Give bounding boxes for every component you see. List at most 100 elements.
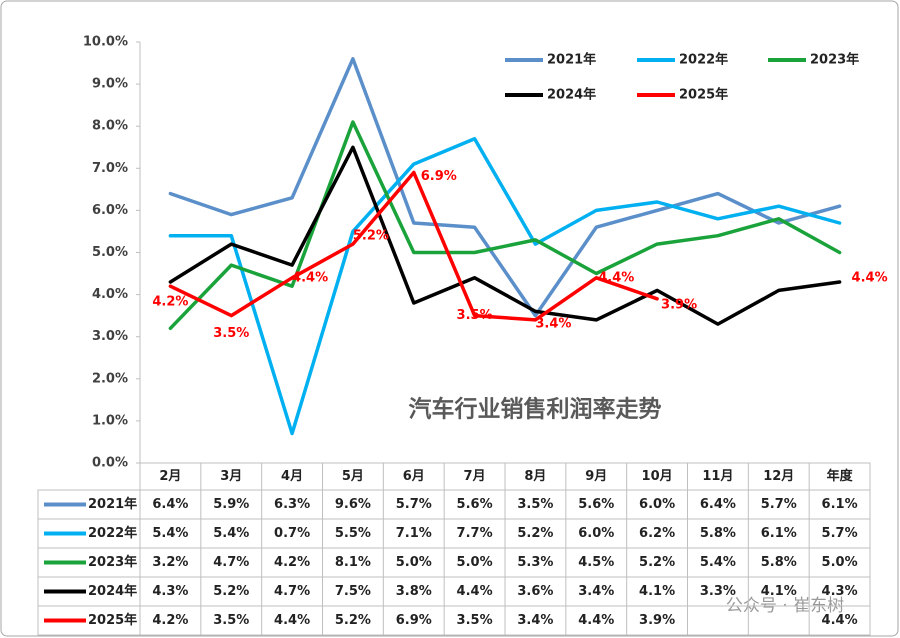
- legend-label: 2023年: [810, 52, 859, 68]
- table-cell: 6.9%: [396, 613, 432, 628]
- legend-label: 2021年: [547, 52, 596, 68]
- x-tick-label: 11月: [702, 469, 733, 484]
- series-line: [168, 145, 842, 326]
- data-label: 5.2%: [353, 229, 389, 244]
- x-tick-label: 9月: [585, 469, 607, 484]
- table-cell: 8.1%: [335, 555, 371, 570]
- table-cell: 0.7%: [274, 526, 310, 541]
- data-label: 4.4%: [292, 270, 328, 285]
- table-cell: 5.7%: [761, 497, 797, 512]
- table-cell: 5.7%: [396, 497, 432, 512]
- y-tick-label: 3.0%: [92, 329, 128, 344]
- data-label: 4.2%: [152, 295, 188, 310]
- table-cell: 6.1%: [822, 497, 858, 512]
- chart-title: 汽车行业销售利润率走势: [409, 396, 662, 423]
- x-tick-label: 7月: [464, 469, 486, 484]
- table-cell: 3.5%: [457, 613, 493, 628]
- x-tick-label: 3月: [220, 469, 242, 484]
- table-cell: 3.9%: [639, 613, 675, 628]
- x-tick-label: 5月: [342, 469, 364, 484]
- table-cell: 6.0%: [578, 526, 614, 541]
- legend-label: 2022年: [679, 52, 728, 68]
- x-tick-label: 12月: [763, 469, 794, 484]
- series-line: [168, 120, 842, 331]
- table-cell: 3.5%: [517, 497, 553, 512]
- y-tick-label: 8.0%: [92, 119, 128, 134]
- y-tick-label: 9.0%: [92, 77, 128, 92]
- table-cell: 6.1%: [761, 526, 797, 541]
- table-cell: 5.3%: [517, 555, 553, 570]
- table-cell: 7.1%: [396, 526, 432, 541]
- series-line: [168, 57, 842, 318]
- y-tick-label: 4.0%: [92, 287, 128, 302]
- data-label: 4.4%: [598, 270, 634, 285]
- data-label: 3.4%: [535, 316, 571, 331]
- row-label: 2021年: [88, 496, 137, 512]
- x-tick-label: 10月: [642, 469, 673, 484]
- x-tick-label: 年度: [827, 468, 854, 484]
- table-cell: 4.2%: [274, 555, 310, 570]
- table-cell: 6.2%: [639, 526, 675, 541]
- x-tick-label: 2月: [159, 469, 181, 484]
- data-label: 4.4%: [852, 270, 888, 285]
- table-cell: 5.8%: [700, 526, 736, 541]
- table-cell: 3.8%: [396, 584, 432, 599]
- table-cell: 5.0%: [396, 555, 432, 570]
- table-cell: 3.3%: [700, 584, 736, 599]
- table-cell: 6.4%: [700, 497, 736, 512]
- table-cell: 5.2%: [213, 584, 249, 599]
- table-cell: 4.4%: [822, 613, 858, 628]
- table-cell: 5.7%: [822, 526, 858, 541]
- table-cell: 4.4%: [578, 613, 614, 628]
- table-cell: 4.4%: [274, 613, 310, 628]
- legend-label: 2025年: [679, 87, 728, 103]
- y-tick-label: 2.0%: [92, 371, 128, 386]
- row-label: 2025年: [88, 612, 137, 628]
- legend-label: 2024年: [547, 87, 596, 103]
- y-tick-label: 6.0%: [92, 203, 128, 218]
- table-cell: 6.4%: [152, 497, 188, 512]
- table-cell: 5.8%: [761, 555, 797, 570]
- table-cell: 7.5%: [335, 584, 371, 599]
- data-label: 3.5%: [213, 326, 249, 341]
- row-label: 2023年: [88, 554, 137, 570]
- row-label: 2022年: [88, 525, 137, 541]
- y-tick-label: 5.0%: [92, 245, 128, 260]
- x-tick-label: 4月: [281, 469, 303, 484]
- y-tick-label: 10.0%: [83, 35, 128, 50]
- table-cell: 5.6%: [578, 497, 614, 512]
- y-tick-label: 1.0%: [92, 413, 128, 428]
- table-cell: 5.4%: [700, 555, 736, 570]
- row-label: 2024年: [88, 583, 137, 599]
- data-label: 6.9%: [421, 169, 457, 184]
- x-tick-label: 8月: [524, 469, 546, 484]
- table-cell: 3.6%: [517, 584, 553, 599]
- table-cell: 5.4%: [213, 526, 249, 541]
- data-label: 3.5%: [457, 308, 493, 323]
- table-cell: 3.2%: [152, 555, 188, 570]
- table-cell: 4.2%: [152, 613, 188, 628]
- table-cell: 5.2%: [639, 555, 675, 570]
- table-cell: 5.5%: [335, 526, 371, 541]
- table-cell: 5.9%: [213, 497, 249, 512]
- table-cell: 5.4%: [152, 526, 188, 541]
- series-line: [168, 137, 842, 436]
- table-row: [37, 605, 871, 636]
- table-cell: 4.1%: [639, 584, 675, 599]
- table-cell: 3.4%: [578, 584, 614, 599]
- table-cell: 3.5%: [213, 613, 249, 628]
- x-tick-label: 6月: [403, 469, 425, 484]
- table-cell: 7.7%: [457, 526, 493, 541]
- table-cell: 9.6%: [335, 497, 371, 512]
- table-cell: 5.6%: [457, 497, 493, 512]
- table-cell: 4.7%: [274, 584, 310, 599]
- y-tick-label: 0.0%: [92, 456, 128, 471]
- table-cell: 6.3%: [274, 497, 310, 512]
- table-cell: 3.4%: [517, 613, 553, 628]
- table-cell: 5.0%: [822, 555, 858, 570]
- table-cell: 4.4%: [457, 584, 493, 599]
- table-cell: 4.5%: [578, 555, 614, 570]
- table-cell: 5.2%: [517, 526, 553, 541]
